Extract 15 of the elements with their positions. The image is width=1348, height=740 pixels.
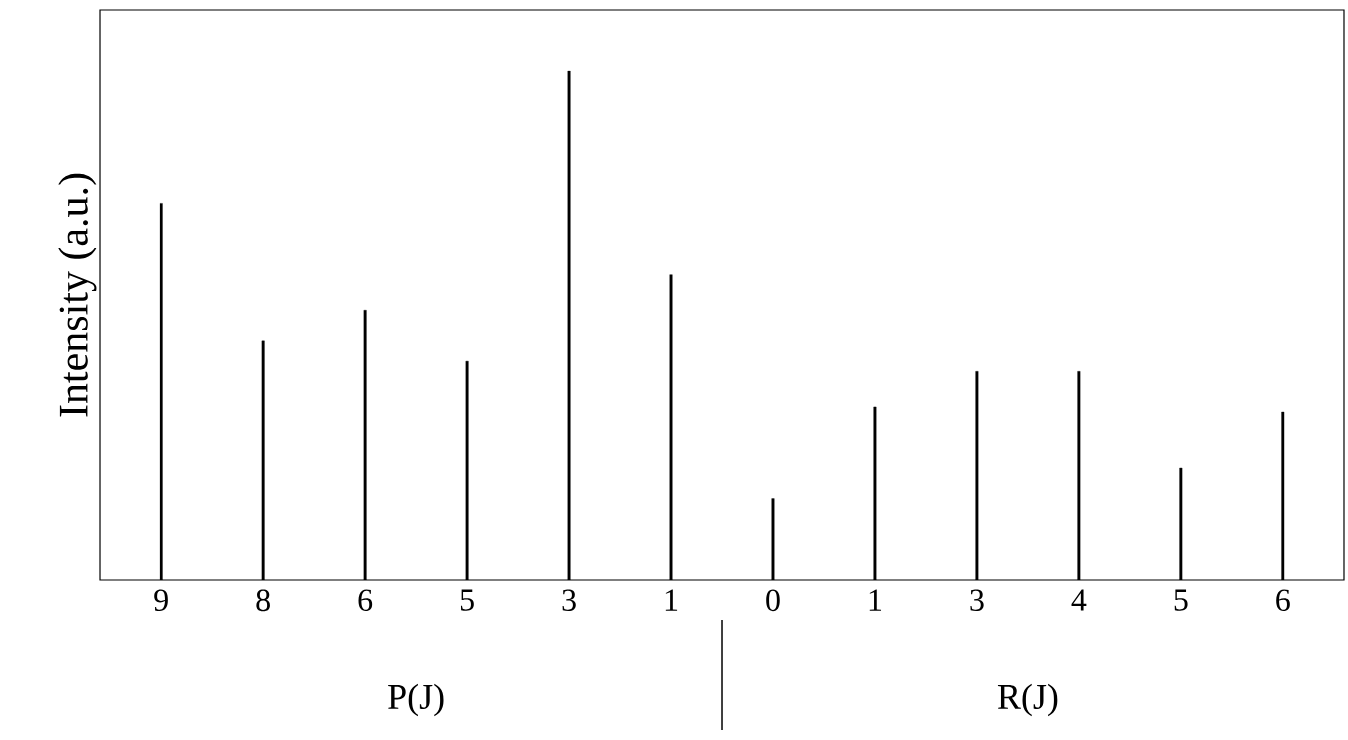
- x-tick-label: 5: [1174, 589, 1188, 611]
- x-tick-label: 6: [1276, 589, 1290, 612]
- x-tick-label: 4: [1071, 589, 1087, 611]
- x-tick-label: 8: [256, 589, 270, 612]
- x-tick-label: 1: [869, 589, 882, 611]
- y-axis-title: Intensity (a.u.): [58, 173, 97, 417]
- text: P(J): [388, 683, 444, 717]
- x-tick-label: 3: [970, 589, 984, 612]
- x-tick-label: 1: [665, 589, 678, 611]
- x-tick-label: 6: [358, 589, 373, 612]
- x-tick-label: 3: [562, 589, 576, 612]
- x-tick-label: 9: [154, 589, 168, 612]
- x-tick-label: 0: [766, 589, 780, 612]
- x-tick-label: 5: [460, 589, 474, 611]
- text: R(J): [997, 683, 1058, 717]
